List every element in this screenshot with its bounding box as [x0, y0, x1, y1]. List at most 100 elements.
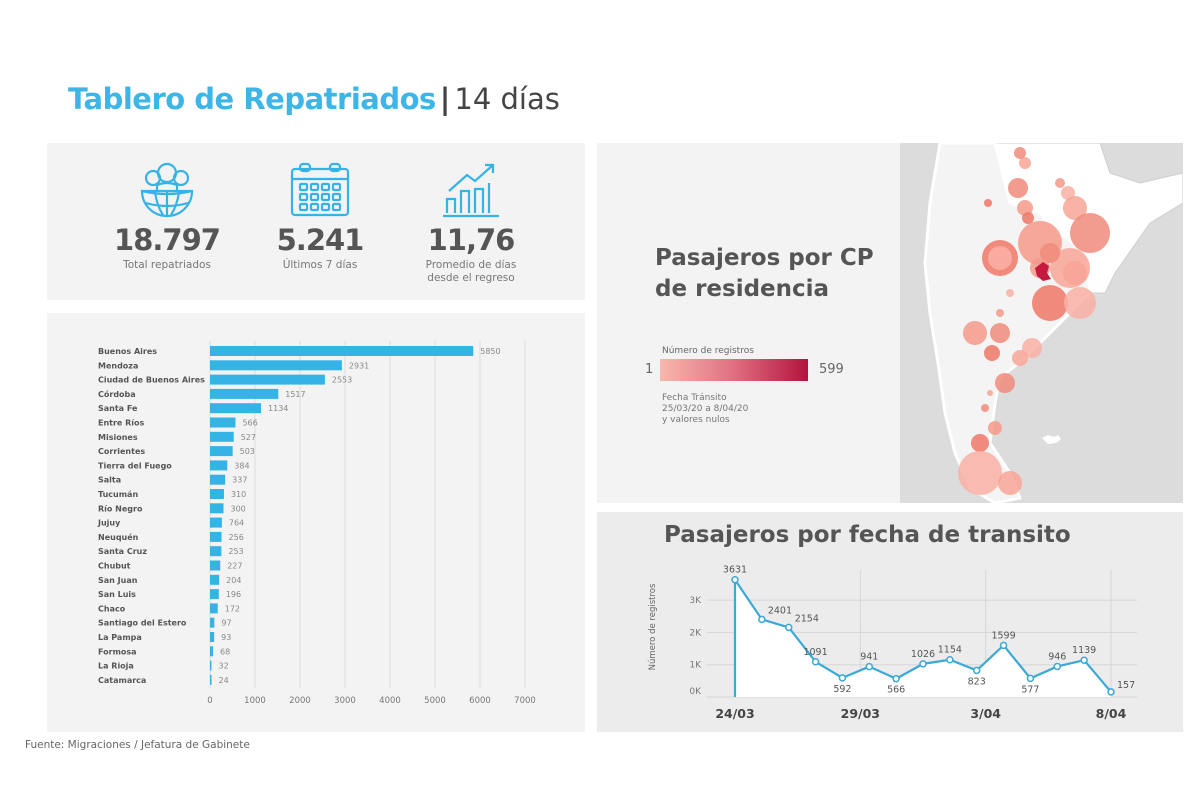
map-bubble[interactable]: [1055, 178, 1065, 188]
map-bubble[interactable]: [990, 323, 1010, 343]
bar[interactable]: [210, 646, 214, 657]
map-bubble[interactable]: [971, 434, 989, 452]
y-axis-label: Número de registros: [648, 583, 658, 670]
series-line: [733, 576, 1112, 697]
data-point[interactable]: [811, 658, 820, 666]
data-point[interactable]: [731, 575, 739, 584]
bar-category-label: Entre Ríos: [98, 419, 145, 428]
bar[interactable]: [210, 560, 221, 571]
bar-category-label: Buenos Aires: [98, 347, 157, 356]
legend-color-scale: [660, 359, 808, 381]
data-point[interactable]: [892, 674, 900, 683]
legend-title: Número de registros: [662, 346, 754, 356]
map-bubble[interactable]: [1006, 289, 1014, 297]
map-bubble[interactable]: [998, 471, 1022, 495]
x-tick-label: 1000: [244, 696, 266, 706]
map-bubble[interactable]: [996, 309, 1004, 317]
bar[interactable]: [210, 589, 219, 600]
bar-category-label: Ciudad de Buenos Aires: [98, 376, 205, 385]
bar[interactable]: [210, 417, 236, 428]
bar[interactable]: [210, 360, 342, 371]
map-bubble[interactable]: [1032, 285, 1068, 321]
data-point[interactable]: [919, 660, 927, 668]
data-point[interactable]: [784, 623, 793, 632]
map-bubble[interactable]: [987, 390, 993, 396]
bar[interactable]: [210, 431, 234, 442]
data-label: 1154: [938, 645, 962, 656]
bar[interactable]: [210, 503, 224, 514]
bar[interactable]: [210, 546, 222, 557]
map-bubble[interactable]: [1017, 200, 1033, 216]
map-bubble[interactable]: [958, 451, 1002, 495]
data-point[interactable]: [999, 641, 1008, 650]
data-point[interactable]: [1080, 656, 1088, 664]
data-point[interactable]: [758, 615, 766, 624]
map-bubble[interactable]: [1064, 287, 1096, 319]
map-hotspot[interactable]: [1035, 262, 1051, 281]
map-bubble[interactable]: [1040, 243, 1060, 263]
bar[interactable]: [210, 674, 212, 685]
map-bubble[interactable]: [1019, 157, 1031, 169]
bar[interactable]: [210, 446, 233, 457]
data-point[interactable]: [838, 674, 847, 682]
bar-category-label: Misiones: [98, 433, 138, 442]
map-bubble[interactable]: [1012, 350, 1028, 366]
data-point[interactable]: [946, 655, 954, 664]
bar-value-label: 1134: [268, 404, 288, 413]
map-bubble[interactable]: [988, 246, 1012, 270]
line-chart-svg: Número de registros 0K 1K 2K 3K 24/03 29/03 3/0…: [648, 565, 1137, 721]
data-point[interactable]: [972, 666, 981, 675]
malvinas-islands: [1042, 435, 1061, 444]
bar[interactable]: [210, 374, 325, 385]
bar-category-label: La Rioja: [98, 662, 134, 671]
bar[interactable]: [210, 517, 222, 528]
map-bubble[interactable]: [963, 321, 987, 345]
bar-category-label: La Pampa: [98, 633, 142, 642]
map-bubble[interactable]: [1061, 186, 1075, 200]
argentina-bubble-map[interactable]: [900, 143, 1183, 503]
bar[interactable]: [210, 403, 262, 414]
map-bubble[interactable]: [1022, 212, 1034, 224]
bar[interactable]: [210, 474, 226, 485]
data-label: 823: [968, 676, 986, 687]
map-bubble[interactable]: [1063, 196, 1087, 220]
kpi-value: 18.797: [114, 223, 221, 257]
bar-value-label: 253: [228, 547, 243, 556]
map-bubble[interactable]: [984, 345, 1000, 361]
bar-value-label: 527: [241, 433, 256, 442]
bar[interactable]: [210, 531, 222, 542]
bar[interactable]: [210, 632, 215, 642]
map-bubble[interactable]: [1022, 338, 1042, 358]
data-point[interactable]: [1053, 662, 1062, 671]
bar[interactable]: [210, 574, 220, 585]
x-tick-label: 6000: [469, 696, 491, 706]
bar[interactable]: [210, 489, 224, 499]
bar[interactable]: [210, 617, 215, 628]
data-point[interactable]: [1026, 674, 1035, 683]
map-bubble[interactable]: [1063, 261, 1087, 285]
map-bubble[interactable]: [1070, 213, 1110, 253]
map-bubble[interactable]: [1014, 147, 1026, 159]
bar[interactable]: [210, 660, 212, 671]
data-point[interactable]: [865, 662, 874, 671]
data-point[interactable]: [1107, 688, 1115, 696]
bar[interactable]: [210, 460, 228, 471]
data-label: 566: [887, 685, 905, 696]
map-bubble[interactable]: [988, 421, 1002, 435]
map-bubble[interactable]: [984, 199, 992, 207]
bar-value-label: 1517: [285, 390, 305, 399]
area-fill: [735, 579, 1111, 697]
map-bubble[interactable]: [1008, 178, 1028, 198]
data-label: 3631: [723, 565, 747, 576]
map-bubble[interactable]: [995, 373, 1015, 393]
bar[interactable]: [210, 388, 279, 399]
page-title: Tablero de Repatriados | 14 días: [68, 82, 560, 116]
data-label: 2401: [768, 605, 792, 616]
bar[interactable]: [210, 346, 474, 356]
bar[interactable]: [210, 603, 218, 614]
map-bubble[interactable]: [981, 404, 989, 412]
kpi-total: 18.797 Total repatriados: [92, 161, 242, 272]
x-tick-label: 3/04: [970, 706, 1001, 721]
kpi-label: Últimos 7 días: [282, 259, 358, 271]
kpi-value: 11,76: [427, 223, 516, 257]
